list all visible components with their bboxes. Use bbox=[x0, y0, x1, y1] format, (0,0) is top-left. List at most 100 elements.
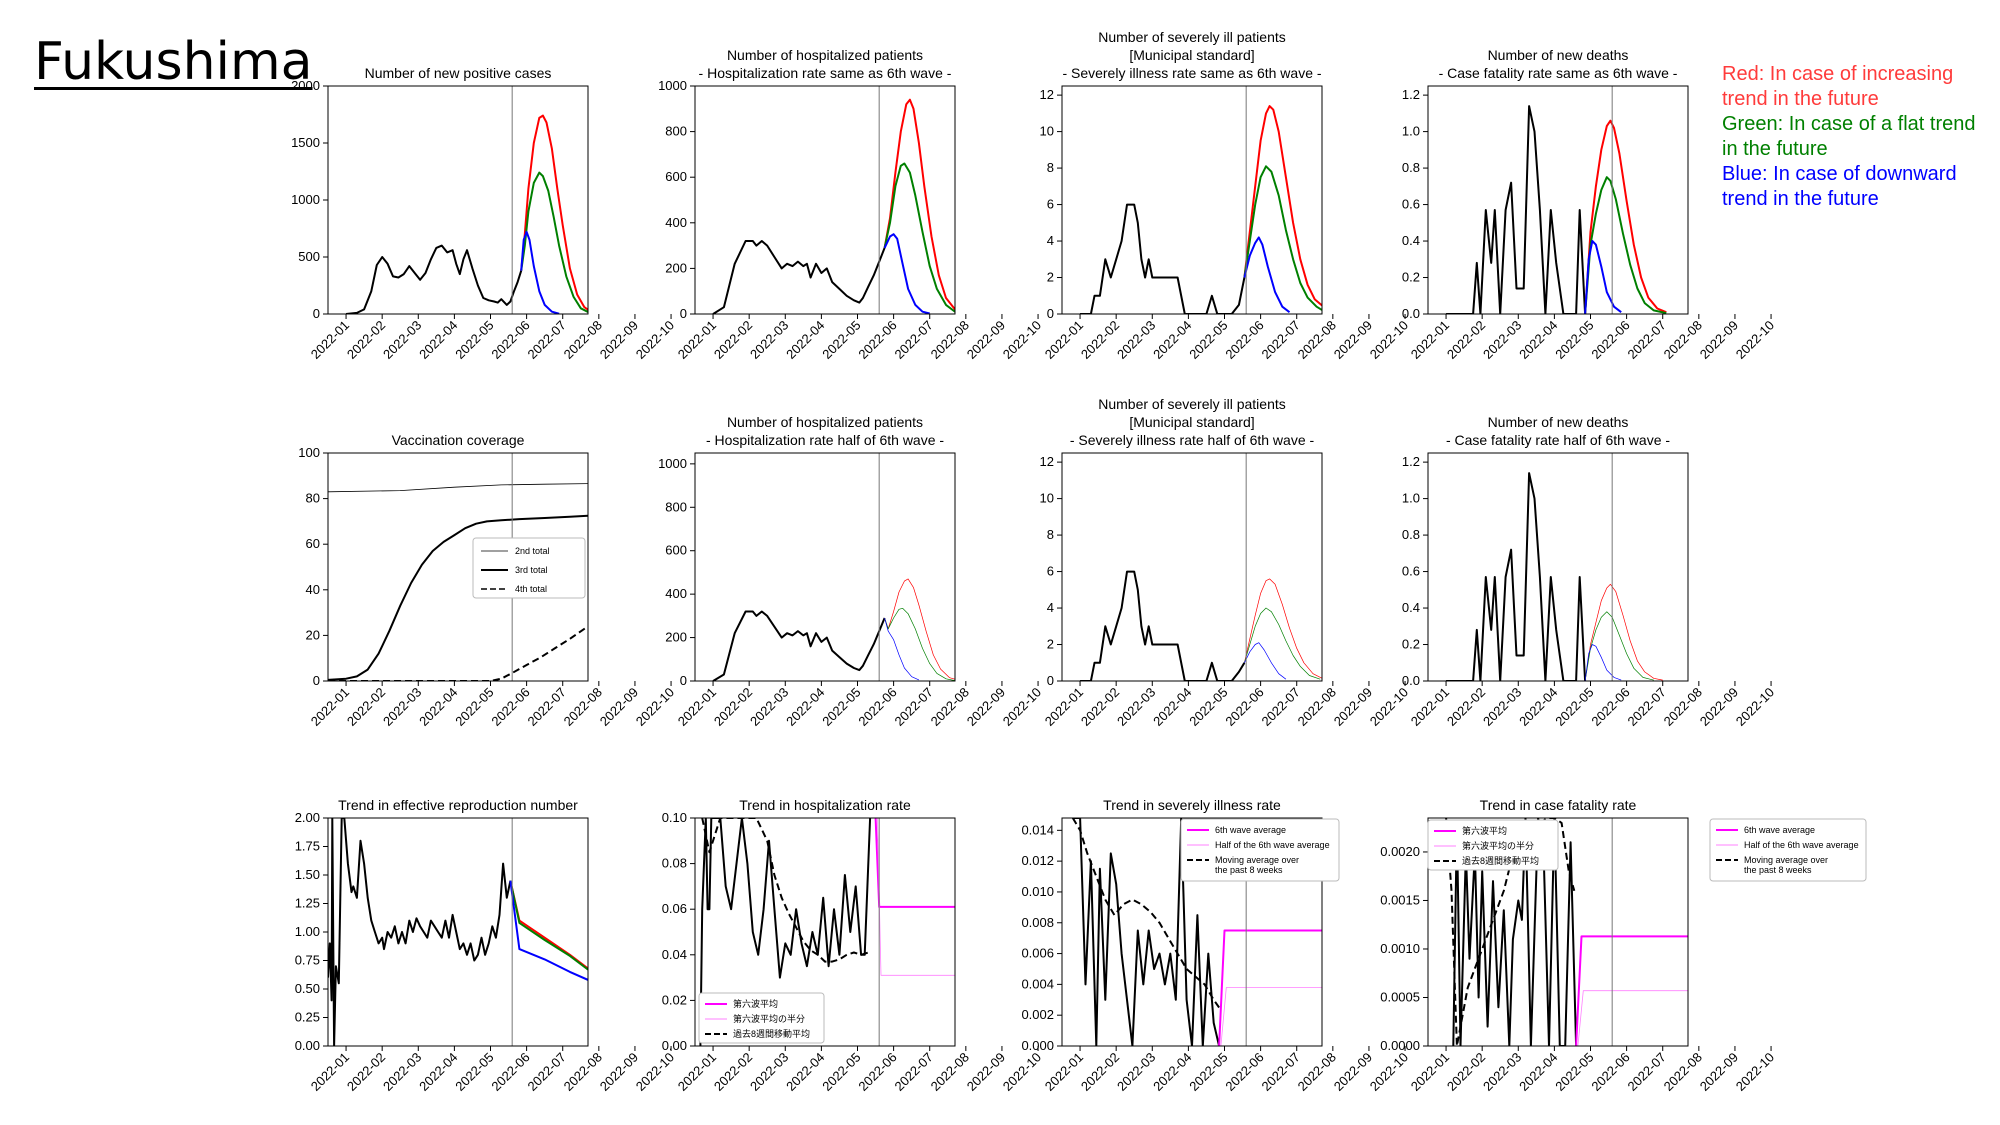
x-tick-label: 2022-01 bbox=[1042, 1050, 1086, 1094]
chart-hosp_half: Number of hospitalized patients - Hospita… bbox=[658, 414, 1044, 729]
trend-legend-note: Red: In case of increasing trend in the … bbox=[1722, 62, 1992, 212]
x-tick-label: 2022-10 bbox=[633, 685, 677, 729]
y-tick-label: 500 bbox=[298, 249, 320, 264]
x-tick-label: 2022-10 bbox=[1000, 685, 1044, 729]
y-tick-label: 0 bbox=[680, 306, 687, 321]
series-line-green bbox=[509, 880, 588, 971]
y-tick-label: 1500 bbox=[291, 135, 320, 150]
plot-frame bbox=[694, 85, 956, 315]
y-tick-label: 12 bbox=[1040, 454, 1054, 469]
chart-title-line: Vaccination coverage bbox=[392, 432, 525, 448]
x-tick-label: 2022-07 bbox=[524, 318, 568, 362]
series-line-black bbox=[1446, 105, 1587, 314]
chart-severe_same: Number of severely ill patients [Municipa… bbox=[1040, 29, 1412, 362]
series-line-blue bbox=[1243, 236, 1291, 313]
severe-rate-legend bbox=[1180, 818, 1340, 882]
x-tick-label: 2022-07 bbox=[524, 685, 568, 729]
series-line-red bbox=[1584, 119, 1667, 314]
chart-title-line: - Severely illness rate half of 6th wave… bbox=[1070, 432, 1315, 448]
y-tick-label: 200 bbox=[665, 260, 687, 275]
series-group bbox=[1446, 105, 1667, 314]
chart-title-line: Number of new deaths bbox=[1488, 47, 1629, 63]
series-line-red bbox=[884, 578, 955, 680]
legend-note-blue: Blue: In case of downward trend in the f… bbox=[1722, 163, 1957, 210]
x-tick-label: 2022-04 bbox=[1516, 1050, 1560, 1094]
x-tick-label: 2022-07 bbox=[1258, 1050, 1302, 1094]
y-tick-label: 0.2 bbox=[1402, 270, 1420, 285]
y-tick-label: 8 bbox=[1047, 160, 1054, 175]
x-tick-label: 2022-01 bbox=[1042, 685, 1086, 729]
y-tick-label: 0.8 bbox=[1402, 160, 1420, 175]
series-line-black bbox=[328, 483, 588, 493]
x-tick-label: 2022-08 bbox=[1295, 685, 1339, 729]
legend-note-green: Green: In case of a flat trend in the fu… bbox=[1722, 113, 1976, 160]
plot-frame bbox=[1427, 85, 1689, 315]
chart-title-line: Number of hospitalized patients bbox=[727, 414, 923, 430]
y-tick-label: 0.10 bbox=[662, 810, 687, 825]
x-tick-label: 2022-08 bbox=[928, 318, 972, 362]
x-tick-label: 2022-01 bbox=[675, 1050, 719, 1094]
y-tick-label: 0.0020 bbox=[1380, 844, 1420, 859]
plot-frame bbox=[1061, 817, 1323, 1047]
series-line-pink bbox=[1577, 990, 1688, 1046]
x-tick-label: 2022-04 bbox=[1150, 1050, 1194, 1094]
y-tick-label: 0.08 bbox=[662, 856, 687, 871]
y-tick-label: 0.004 bbox=[1021, 976, 1054, 991]
x-tick-label: 2022-10 bbox=[633, 1050, 677, 1094]
x-tick-label: 2022-06 bbox=[855, 685, 899, 729]
series-line-black bbox=[712, 240, 886, 314]
x-tick-label: 2022-07 bbox=[1624, 1050, 1668, 1094]
y-tick-label: 1.2 bbox=[1402, 454, 1420, 469]
y-tick-label: 4 bbox=[1047, 600, 1054, 615]
series-line-black bbox=[1080, 570, 1246, 681]
y-tick-label: 60 bbox=[306, 536, 320, 551]
y-tick-label: 0.04 bbox=[662, 947, 687, 962]
y-tick-label: 0.8 bbox=[1402, 527, 1420, 542]
chart-title-line: - Hospitalization rate half of 6th wave … bbox=[706, 432, 944, 448]
legend-note-red: Red: In case of increasing trend in the … bbox=[1722, 63, 1954, 110]
series-line-red bbox=[1243, 105, 1322, 307]
x-tick-label: 2022-10 bbox=[1000, 1050, 1044, 1094]
legend-label: 第六波平均の半分 bbox=[1462, 840, 1534, 851]
extra-rate-legend bbox=[1709, 818, 1867, 882]
x-tick-label: 2022-08 bbox=[1295, 318, 1339, 362]
x-tick-label: 2022-05 bbox=[819, 1050, 863, 1094]
x-tick-label: 2022-10 bbox=[1733, 685, 1777, 729]
y-tick-label: 1.0 bbox=[1402, 491, 1420, 506]
series-line-red bbox=[1244, 578, 1322, 679]
y-tick-label: 0 bbox=[1047, 673, 1054, 688]
page-title: Fukushima bbox=[34, 32, 313, 92]
x-tick-label: 2022-02 bbox=[344, 685, 388, 729]
chart-severe_half: Number of severely ill patients [Municipa… bbox=[1040, 396, 1412, 729]
x-tick-label: 2022-10 bbox=[1733, 318, 1777, 362]
y-tick-label: 4 bbox=[1047, 233, 1054, 248]
y-tick-label: 0.2 bbox=[1402, 637, 1420, 652]
legend-label: 3rd total bbox=[515, 565, 548, 575]
x-tick-label: 2022-03 bbox=[1480, 1050, 1524, 1094]
x-tick-label: 2022-01 bbox=[675, 318, 719, 362]
series-line-pink bbox=[1220, 987, 1322, 1046]
x-tick-label: 2022-05 bbox=[1552, 685, 1596, 729]
x-tick-label: 2022-04 bbox=[416, 1050, 460, 1094]
x-tick-label: 2022-02 bbox=[344, 318, 388, 362]
y-tick-label: 1.25 bbox=[295, 896, 320, 911]
y-tick-label: 100 bbox=[298, 445, 320, 460]
x-tick-label: 2022-04 bbox=[416, 318, 460, 362]
y-tick-label: 2 bbox=[1047, 270, 1054, 285]
y-tick-label: 10 bbox=[1040, 491, 1054, 506]
x-tick-label: 2022-01 bbox=[1408, 1050, 1452, 1094]
y-tick-label: 6 bbox=[1047, 197, 1054, 212]
x-tick-label: 2022-08 bbox=[1661, 685, 1705, 729]
series-line-magenta bbox=[1575, 935, 1688, 1046]
x-tick-label: 2022-01 bbox=[308, 1050, 352, 1094]
legend-label: Half of the 6th wave average bbox=[1215, 840, 1330, 850]
y-tick-label: 6 bbox=[1047, 564, 1054, 579]
x-tick-label: 2022-07 bbox=[1258, 318, 1302, 362]
legend-label: Moving average over bbox=[1744, 855, 1828, 865]
y-tick-label: 8 bbox=[1047, 527, 1054, 542]
x-tick-label: 2022-01 bbox=[1408, 685, 1452, 729]
y-tick-label: 2000 bbox=[291, 78, 320, 93]
y-tick-label: 1000 bbox=[658, 456, 687, 471]
y-tick-label: 400 bbox=[665, 215, 687, 230]
cfr-legend bbox=[1427, 819, 1559, 871]
